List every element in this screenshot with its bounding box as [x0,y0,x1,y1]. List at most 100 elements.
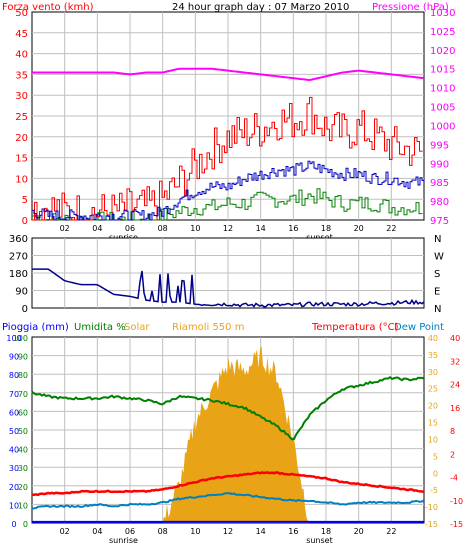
compass-tick-label: E [434,287,440,298]
pressure-axis-title: Pressione (hPa) [372,2,449,13]
wind-x-tick-label: 08 [158,224,168,233]
rain-y-tick-label: 80 [9,371,19,380]
temperature-y-tick-label: 10 [428,435,438,444]
rain-y-tick-label: 50 [9,427,19,436]
humidity-y-tick-label: 80 [18,371,28,380]
wind-axis-title: Forza vento (kmh) [2,2,94,13]
wind-x-tick-label: 16 [288,224,298,233]
pressure-y-tick-label: 980 [430,197,449,208]
dewpoint-y-tick-label: -10 [450,497,463,506]
wind-y-tick-label: 25 [15,112,28,123]
temperature-y-tick-label: -15 [425,520,438,529]
direction-y-tick-label: 180 [9,269,28,280]
wind-x-tick-label: 22 [386,224,396,233]
temperature-y-tick-label: 15 [428,419,438,428]
temperature-y-tick-label: -10 [425,503,438,512]
pressure-y-tick-label: 995 [430,140,449,151]
temperature-line [31,471,425,497]
weather-x-tick-label: 14 [256,527,266,536]
wind-x-tick-label: 14 [256,224,266,233]
wind-y-tick-label: 40 [15,50,28,61]
dewpoint-axis-title: Dew Point [394,322,444,333]
compass-tick-label: W [434,252,444,263]
wind-y-tick-label: 5 [22,195,28,206]
compass-tick-label: N [434,304,441,315]
wind-x-tick-label: 18 [321,224,331,233]
rain-y-tick-label: 40 [9,446,19,455]
rain-y-tick-label: 60 [9,408,19,417]
weather-x-tick-label: 20 [354,527,364,536]
direction-y-tick-label: 0 [22,304,28,315]
direction-y-tick-label: 360 [9,234,28,245]
temperature-y-tick-label: 35 [428,351,438,360]
wind-y-tick-label: 0 [22,216,28,227]
wind-y-tick-label: 15 [15,154,28,165]
compass-tick-label: S [434,269,440,280]
sunset-label: sunset [306,536,333,545]
pressure-y-tick-label: 1015 [430,65,455,76]
rain-total-legend: Riamoli 550 m [172,322,244,333]
dewpoint-y-tick-label: 32 [450,357,460,366]
weather-x-tick-label: 22 [386,527,396,536]
temperature-y-tick-label: 0 [433,469,438,478]
dewpoint-y-tick-label: 2 [450,450,455,459]
humidity-y-tick-label: 100 [13,334,28,343]
wind-x-tick-label: 06 [125,224,135,233]
wind-y-tick-label: 20 [15,133,28,144]
humidity-y-tick-label: 90 [18,353,28,362]
rain-axis-title: Pioggia (mm) [2,322,69,333]
sunrise-label: sunrise [109,536,138,545]
rain-y-tick-label: 20 [9,483,19,492]
temperature-y-tick-label: 20 [428,402,438,411]
wind-y-tick-label: 50 [15,8,28,19]
humidity-y-tick-label: 10 [18,501,28,510]
wind-x-tick-label: 12 [223,224,233,233]
humidity-y-tick-label: 70 [18,390,28,399]
solar-area [32,345,424,523]
humidity-line [31,375,425,441]
weather-x-tick-label: 08 [158,527,168,536]
temperature-y-tick-label: 40 [428,334,438,343]
pressure-y-tick-label: 990 [430,159,449,170]
pressure-line [32,67,425,82]
wind-y-tick-label: 35 [15,70,28,81]
rain-y-tick-label: 10 [9,501,19,510]
pressure-y-tick-label: 1025 [430,27,455,38]
wind-y-tick-label: 45 [15,29,28,40]
wind-x-tick-label: 10 [190,224,200,233]
dewpoint-y-tick-label: -15 [450,520,463,529]
rain-y-tick-label: 0 [11,520,16,529]
humidity-y-tick-label: 30 [18,464,28,473]
pressure-y-tick-label: 985 [430,178,449,189]
rain-y-tick-label: 90 [9,353,19,362]
dewpoint-y-tick-label: 40 [450,334,460,343]
weather-x-tick-label: 12 [223,527,233,536]
solar-legend: Solar [124,322,150,333]
dewpoint-y-tick-label: 16 [450,404,460,413]
pressure-y-tick-label: 975 [430,216,449,227]
pressure-y-tick-label: 1020 [430,46,455,57]
wind-low-line [32,188,423,221]
dewpoint-y-tick-label: -4 [450,474,458,483]
dewpoint-line [31,492,425,510]
weather-x-tick-label: 06 [125,527,135,536]
humidity-y-tick-label: 20 [18,483,28,492]
wind-gust-line [32,96,423,221]
rain-y-tick-label: 30 [9,464,19,473]
humidity-y-tick-label: 50 [18,427,28,436]
weather-x-tick-label: 16 [288,527,298,536]
humidity-y-tick-label: 40 [18,446,28,455]
wind-y-tick-label: 10 [15,174,28,185]
rain-y-tick-label: 70 [9,390,19,399]
humidity-y-tick-label: 60 [18,408,28,417]
direction-y-tick-label: 270 [9,252,28,263]
pressure-y-tick-label: 1030 [430,8,455,19]
wind-x-tick-label: 04 [92,224,102,233]
rain-y-tick-label: 100 [6,334,21,343]
wind-x-tick-label: 02 [60,224,70,233]
graph-title: 24 hour graph day : 07 Marzo 2010 [172,2,349,13]
temperature-axis-title: Temperatura (°C) [311,322,399,333]
humidity-axis-title: Umidita % [74,322,126,333]
